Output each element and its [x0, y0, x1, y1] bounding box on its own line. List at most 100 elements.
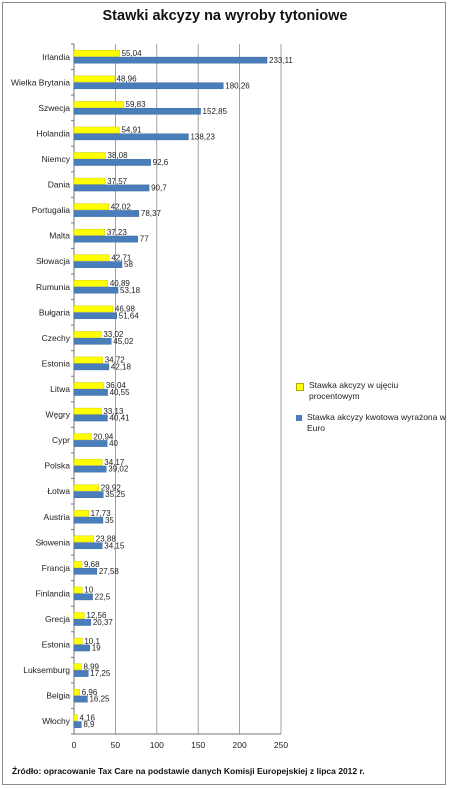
bar-euro	[73, 440, 108, 447]
x-tick-label: 100	[150, 740, 164, 750]
category-label: Rumunia	[36, 282, 70, 292]
data-label-euro: 40,41	[109, 414, 130, 423]
data-label-percent: 42,71	[111, 253, 132, 262]
bar-percent	[73, 228, 106, 236]
legend-item-series2: Stawka akcyzy kwotowa wyrażona w Euro	[296, 412, 446, 434]
bar-percent	[73, 612, 85, 619]
bar-euro	[73, 159, 151, 166]
bar-percent	[73, 688, 80, 696]
bar-percent	[73, 407, 102, 415]
source-note: Źródło: opracowanie Tax Care na podstawi…	[12, 766, 365, 776]
bar-euro	[73, 235, 138, 243]
category-label: Węgry	[45, 410, 70, 420]
category-label: Finlandia	[36, 588, 71, 598]
data-label-euro: 17,25	[90, 669, 111, 678]
data-label-euro: 22,5	[95, 592, 111, 601]
bar-percent	[73, 356, 103, 364]
bar-percent	[73, 101, 124, 108]
bar-percent	[73, 50, 120, 57]
category-label: Cypr	[52, 435, 70, 445]
category-label: Włochy	[42, 716, 71, 726]
x-tick-label: 200	[233, 740, 247, 750]
data-label-euro: 35	[105, 516, 114, 525]
category-label: Dania	[48, 180, 70, 190]
data-label-percent: 33,13	[103, 407, 124, 416]
category-label: Belgia	[46, 691, 70, 701]
data-label-percent: 4,16	[79, 713, 95, 722]
bar-percent	[73, 433, 92, 441]
data-label-percent: 10	[84, 586, 93, 595]
data-label-euro: 27,58	[99, 567, 120, 576]
category-label: Słowacja	[36, 256, 70, 266]
bar-euro	[73, 363, 110, 371]
data-label-percent: 37,23	[107, 228, 128, 237]
category-label: Estonia	[42, 640, 71, 650]
bar-euro	[73, 133, 189, 141]
bar-euro	[73, 82, 224, 90]
x-tick-label: 0	[72, 740, 77, 750]
category-label: Niemcy	[42, 154, 71, 164]
bar-percent	[73, 714, 78, 722]
x-tick-label: 250	[274, 740, 288, 750]
data-label-percent: 8,99	[83, 662, 99, 671]
data-label-percent: 12,56	[86, 611, 107, 620]
bar-euro	[73, 286, 119, 294]
legend-swatch-blue	[296, 415, 302, 421]
category-label: Słowenia	[36, 537, 71, 547]
bar-percent	[73, 203, 109, 211]
chart-title: Stawki akcyzy na wyroby tytoniowe	[102, 8, 348, 24]
data-label-euro: 39,02	[108, 465, 129, 474]
data-label-euro: 16,25	[89, 695, 110, 704]
data-label-percent: 48,96	[117, 75, 138, 84]
data-label-euro: 152,85	[203, 107, 228, 116]
bar-euro	[73, 567, 98, 575]
bar-euro	[73, 56, 268, 64]
bar-percent	[73, 535, 94, 543]
bar-euro	[73, 516, 104, 524]
data-label-percent: 23,88	[96, 535, 117, 544]
category-label: Litwa	[50, 384, 70, 394]
data-label-percent: 42,02	[111, 202, 132, 211]
data-label-percent: 17,73	[91, 509, 112, 518]
data-label-percent: 54,91	[121, 126, 142, 135]
data-label-euro: 34,15	[104, 541, 125, 550]
data-label-percent: 34,72	[105, 356, 126, 365]
data-label-percent: 59,83	[126, 100, 147, 109]
bar-percent	[73, 75, 115, 83]
data-label-euro: 92,6	[153, 158, 169, 167]
data-label-percent: 36,04	[106, 381, 127, 390]
x-tick-label: 150	[191, 740, 205, 750]
x-tick-label: 50	[111, 740, 121, 750]
bar-euro	[73, 337, 112, 345]
category-label: Austria	[44, 512, 71, 522]
data-label-percent: 37,57	[107, 177, 128, 186]
data-label-euro: 42,18	[111, 362, 132, 371]
category-label: Grecja	[45, 614, 70, 624]
data-label-euro: 51,64	[119, 311, 140, 320]
category-label: Holandia	[36, 128, 70, 138]
data-label-euro: 53,18	[120, 286, 141, 295]
legend-label-series1: Stawka akcyzy w ujęciu procentowym	[309, 380, 399, 401]
category-label: Wielka Brytania	[11, 77, 70, 87]
bar-percent	[73, 254, 110, 262]
category-label: Francja	[42, 563, 71, 573]
data-label-percent: 29,92	[101, 483, 122, 492]
bar-percent	[73, 331, 102, 338]
bar-percent	[73, 586, 83, 594]
category-label: Malta	[49, 231, 70, 241]
bar-euro	[73, 261, 123, 268]
bar-euro	[73, 670, 89, 677]
data-label-percent: 9,68	[84, 560, 100, 569]
bar-percent	[73, 280, 109, 287]
bar-euro	[73, 107, 201, 115]
category-label: Szwecja	[38, 103, 70, 113]
data-label-euro: 78,37	[141, 209, 162, 218]
bar-percent	[73, 152, 106, 159]
bar-euro	[73, 184, 150, 192]
bar-euro	[73, 210, 140, 217]
bar-percent	[73, 458, 103, 466]
bar-percent	[73, 637, 83, 645]
bar-euro	[73, 465, 107, 473]
category-label: Czechy	[42, 333, 71, 343]
